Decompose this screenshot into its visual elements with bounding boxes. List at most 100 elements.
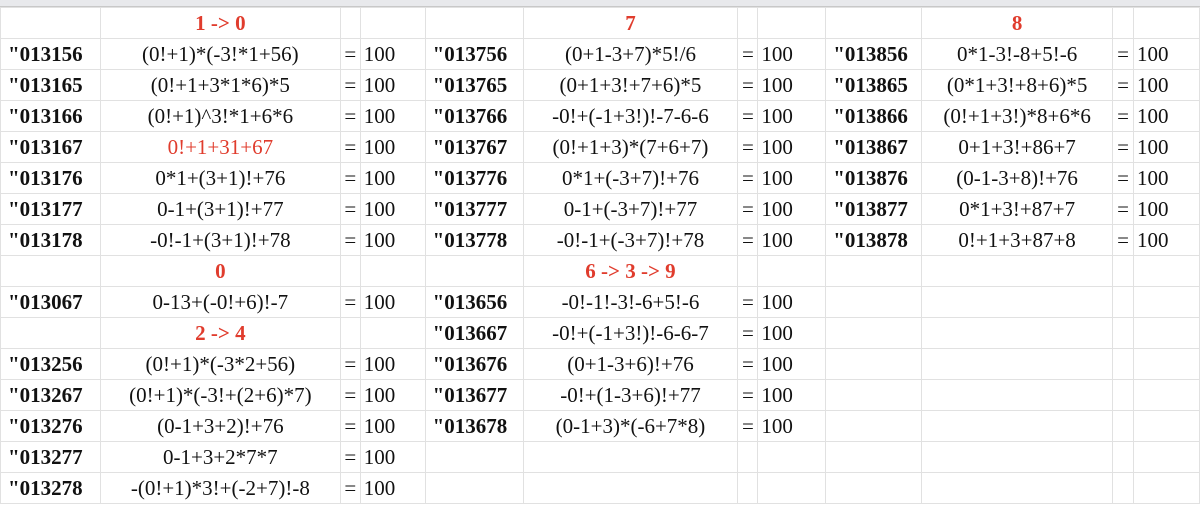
equals-cell[interactable]: = [339,379,361,411]
cell-empty[interactable] [1112,441,1135,473]
expression-cell[interactable]: (0+1-3+7)*5!/6 [522,38,739,70]
code-cell[interactable]: "013067 [0,286,101,318]
code-cell[interactable]: "013866 [825,100,923,132]
expression-cell[interactable]: (0!+1)*(-3!*1+56) [99,38,341,70]
equals-cell[interactable]: = [339,224,361,256]
cell-empty[interactable] [825,348,923,380]
expression-cell[interactable]: (0!+1)^3!*1+6*6 [99,100,341,132]
code-cell[interactable]: "013267 [0,379,101,411]
cell-empty[interactable] [424,255,524,287]
result-cell[interactable]: 100 [757,69,827,101]
cell-empty[interactable] [522,472,739,504]
expression-cell[interactable]: 0-13+(-0!+6)!-7 [99,286,341,318]
equals-cell[interactable]: = [339,286,361,318]
cell-empty[interactable] [1133,7,1200,39]
cell-empty[interactable] [424,472,524,504]
cell-empty[interactable] [825,286,923,318]
expression-cell[interactable]: (0!+1)*(-3!+(2+6)*7) [99,379,341,411]
expression-cell[interactable]: (0-1-3+8)!+76 [921,162,1114,194]
cell-empty[interactable] [921,348,1114,380]
expression-cell[interactable]: (0!+1+3)*(7+6+7) [522,131,739,163]
cell-empty[interactable] [921,410,1114,442]
code-cell[interactable]: "013678 [424,410,524,442]
code-cell[interactable]: "013867 [825,131,923,163]
cell-empty[interactable] [1133,317,1200,349]
cell-empty[interactable] [1133,472,1200,504]
cell-empty[interactable] [339,317,361,349]
code-cell[interactable]: "013767 [424,131,524,163]
expression-cell[interactable]: (0!+1)*(-3*2+56) [99,348,341,380]
cell-empty[interactable] [1112,7,1135,39]
cell-empty[interactable] [825,317,923,349]
result-cell[interactable]: 100 [359,162,426,194]
cell-empty[interactable] [921,286,1114,318]
cell-empty[interactable] [359,317,426,349]
cell-empty[interactable] [522,441,739,473]
cell-empty[interactable] [424,7,524,39]
cell-empty[interactable] [737,7,759,39]
equals-cell[interactable]: = [339,193,361,225]
result-cell[interactable]: 100 [757,379,827,411]
result-cell[interactable]: 100 [1133,69,1200,101]
expression-cell[interactable]: 0-1+(-3+7)!+77 [522,193,739,225]
result-cell[interactable]: 100 [757,131,827,163]
cell-empty[interactable] [921,255,1114,287]
result-cell[interactable]: 100 [359,410,426,442]
cell-empty[interactable] [737,472,759,504]
code-cell[interactable]: "013278 [0,472,101,504]
cell-empty[interactable] [757,255,827,287]
cell-empty[interactable] [921,379,1114,411]
expression-cell[interactable]: 0!+1+3+87+8 [921,224,1114,256]
group-header-cell[interactable]: 7 [522,7,739,39]
cell-empty[interactable] [1133,410,1200,442]
result-cell[interactable]: 100 [757,317,827,349]
cell-empty[interactable] [737,441,759,473]
result-cell[interactable]: 100 [1133,162,1200,194]
equals-cell[interactable]: = [737,131,759,163]
result-cell[interactable]: 100 [1133,224,1200,256]
result-cell[interactable]: 100 [757,38,827,70]
expression-cell[interactable]: -0!+(-1+3!)!-6-6-7 [522,317,739,349]
cell-empty[interactable] [825,410,923,442]
result-cell[interactable]: 100 [359,441,426,473]
expression-cell[interactable]: 0*1+3!+87+7 [921,193,1114,225]
group-header-cell[interactable]: 6 -> 3 -> 9 [522,255,739,287]
code-cell[interactable]: "013667 [424,317,524,349]
equals-cell[interactable]: = [1112,224,1135,256]
cell-empty[interactable] [1133,286,1200,318]
expression-cell[interactable]: 0-1+3+2*7*7 [99,441,341,473]
result-cell[interactable]: 100 [757,348,827,380]
cell-empty[interactable] [757,472,827,504]
cell-empty[interactable] [0,7,101,39]
code-cell[interactable]: "013756 [424,38,524,70]
cell-empty[interactable] [1112,348,1135,380]
expression-cell[interactable]: (0!+1+3!)*8+6*6 [921,100,1114,132]
code-cell[interactable]: "013167 [0,131,101,163]
group-header-cell[interactable]: 8 [921,7,1114,39]
equals-cell[interactable]: = [339,162,361,194]
cell-empty[interactable] [1112,379,1135,411]
equals-cell[interactable]: = [1112,193,1135,225]
expression-cell[interactable]: 0-1+(3+1)!+77 [99,193,341,225]
result-cell[interactable]: 100 [1133,100,1200,132]
result-cell[interactable]: 100 [757,100,827,132]
code-cell[interactable]: "013877 [825,193,923,225]
cell-empty[interactable] [1112,317,1135,349]
result-cell[interactable]: 100 [757,410,827,442]
code-cell[interactable]: "013656 [424,286,524,318]
equals-cell[interactable]: = [737,348,759,380]
result-cell[interactable]: 100 [359,348,426,380]
equals-cell[interactable]: = [737,38,759,70]
cell-empty[interactable] [757,441,827,473]
result-cell[interactable]: 100 [359,472,426,504]
expression-cell[interactable]: (0-1+3)*(-6+7*8) [522,410,739,442]
equals-cell[interactable]: = [339,441,361,473]
result-cell[interactable]: 100 [359,286,426,318]
expression-cell[interactable]: -0!+(-1+3!)!-7-6-6 [522,100,739,132]
equals-cell[interactable]: = [737,193,759,225]
cell-empty[interactable] [0,317,101,349]
expression-cell[interactable]: (0-1+3+2)!+76 [99,410,341,442]
equals-cell[interactable]: = [339,69,361,101]
cell-empty[interactable] [825,441,923,473]
equals-cell[interactable]: = [737,286,759,318]
